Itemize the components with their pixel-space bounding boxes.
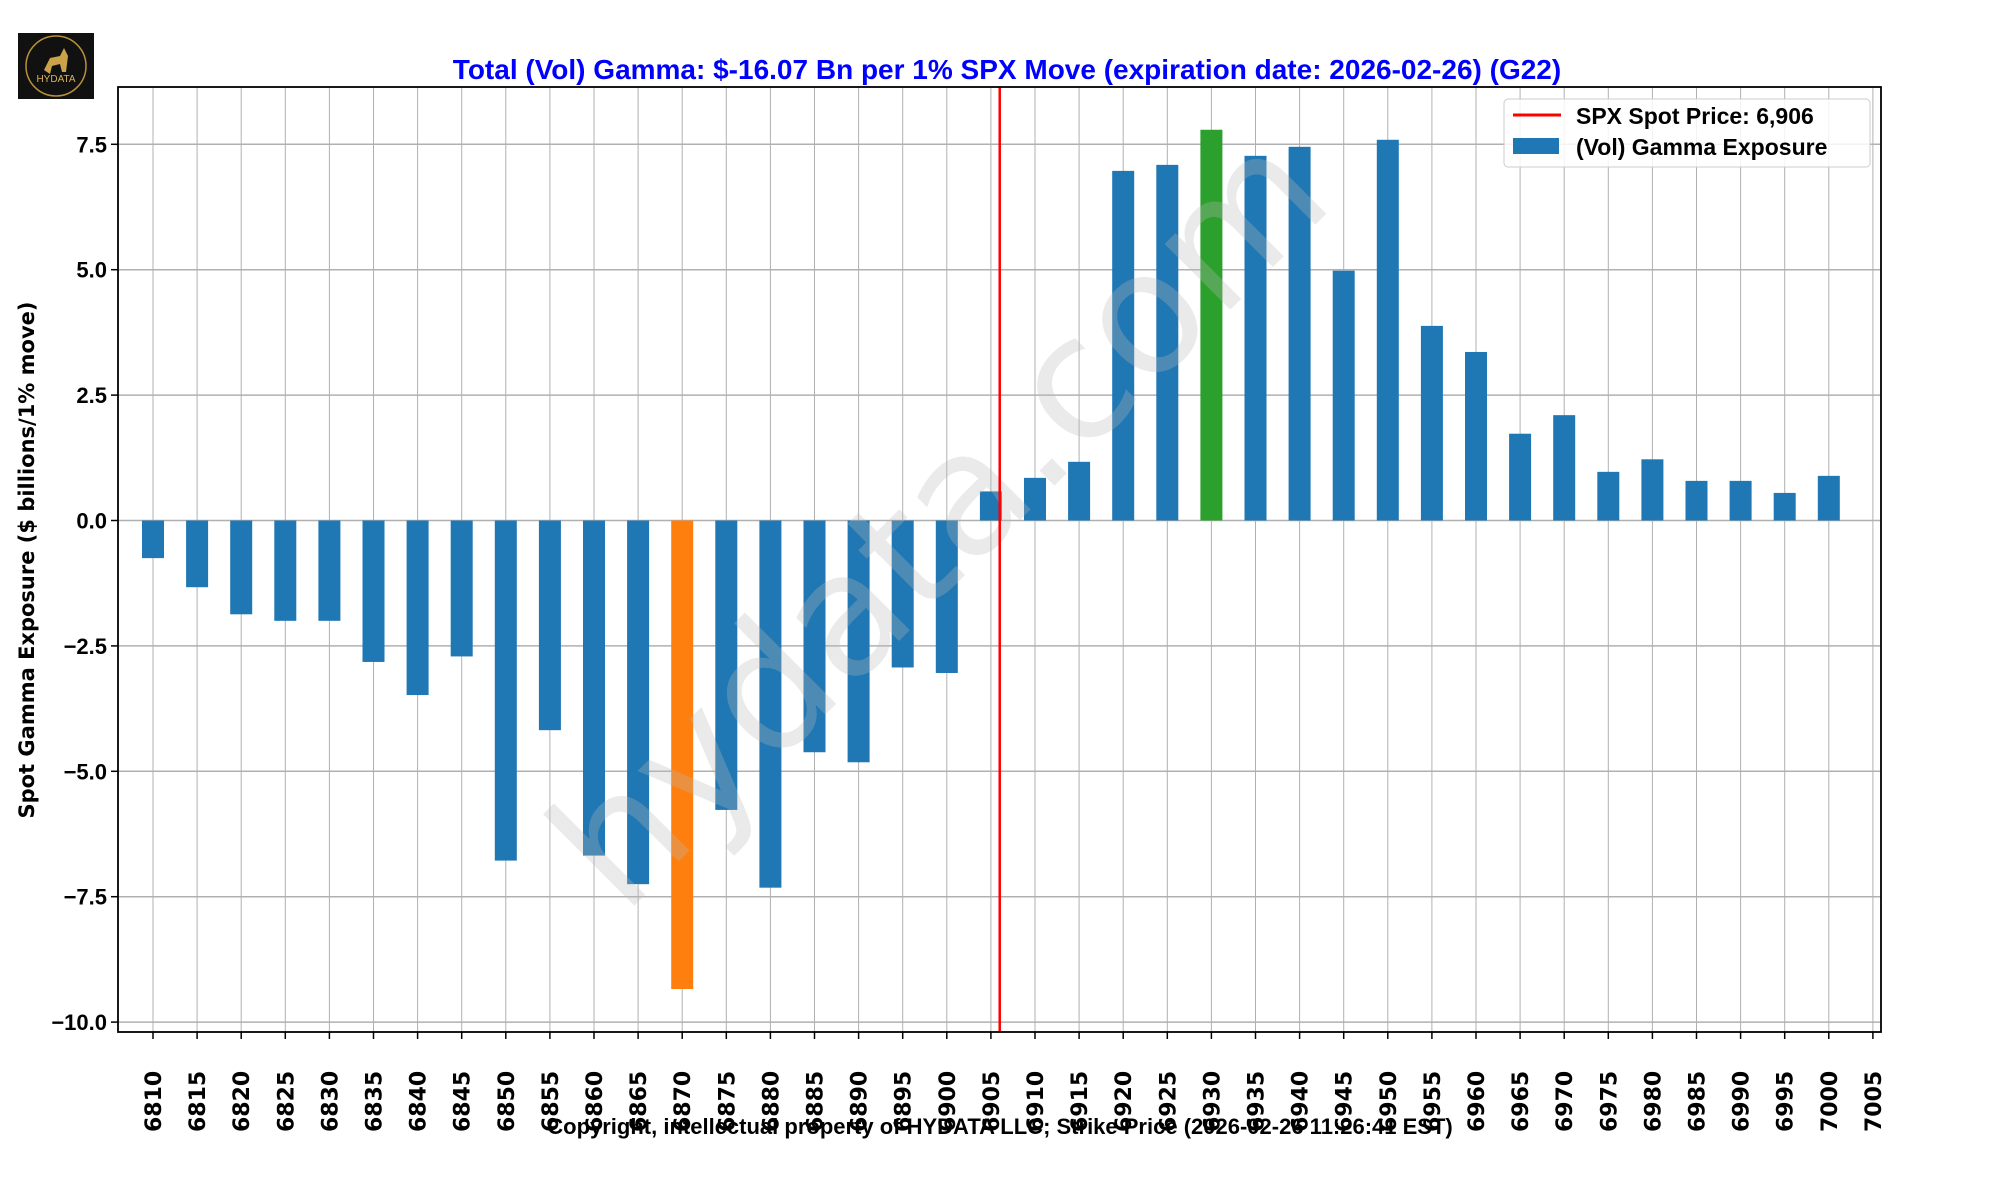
x-axis-label: Copyright, intellectual property of HYDA… <box>547 1114 1453 1139</box>
bar-6980 <box>1641 459 1664 521</box>
x-tick-label: 6965 <box>1509 1071 1534 1132</box>
bar-6900 <box>935 520 958 673</box>
x-tick-label: 6950 <box>1377 1071 1402 1132</box>
x-tick-label: 6990 <box>1730 1071 1755 1132</box>
x-tick-label: 6835 <box>363 1071 388 1132</box>
bar-6940 <box>1288 146 1311 521</box>
bar-6960 <box>1465 351 1487 521</box>
x-tick-label: 6920 <box>1112 1071 1137 1132</box>
bar-6860 <box>583 520 605 856</box>
bar-6855 <box>538 520 561 731</box>
bar-6990 <box>1729 480 1752 521</box>
x-tick-label: 7000 <box>1818 1071 1843 1132</box>
x-tick-label: 6955 <box>1421 1071 1446 1132</box>
x-tick-label: 6820 <box>230 1071 255 1132</box>
bar-6985 <box>1685 480 1708 521</box>
bar-6965 <box>1509 433 1532 521</box>
bar-6910 <box>1024 477 1046 521</box>
plot-frame <box>117 86 1882 1033</box>
bar-6820 <box>230 520 253 615</box>
y-tick-label: 7.5 <box>76 132 107 157</box>
svg-text:HYDATA: HYDATA <box>36 74 75 85</box>
x-tick-label: 6865 <box>627 1071 652 1132</box>
x-tick-label: 6975 <box>1597 1071 1622 1132</box>
x-tick-label: 6905 <box>980 1071 1005 1132</box>
watermark: hydata.com <box>512 92 1365 945</box>
x-tick-label: 6945 <box>1333 1071 1358 1132</box>
bar-6995 <box>1773 492 1796 521</box>
bar-6850 <box>494 520 517 861</box>
y-tick-label: 5.0 <box>76 258 107 283</box>
x-tick-label: 6875 <box>715 1071 740 1132</box>
x-tick-label: 6910 <box>1024 1071 1049 1132</box>
bar-6970 <box>1553 415 1576 521</box>
legend-gamma-swatch <box>1513 138 1559 154</box>
bar-6920 <box>1112 170 1135 521</box>
x-tick-label: 6850 <box>495 1071 520 1132</box>
y-tick-label: −5.0 <box>64 759 107 784</box>
bar-6885 <box>803 520 826 753</box>
y-tick-label: −7.5 <box>64 885 107 910</box>
x-tick-label: 6935 <box>1245 1071 1270 1132</box>
bar-6925 <box>1156 164 1179 521</box>
bar-6830 <box>318 520 341 621</box>
bar-6815 <box>186 520 209 588</box>
legend: SPX Spot Price: 6,906 (Vol) Gamma Exposu… <box>1503 98 1871 168</box>
bar-6875 <box>715 520 738 810</box>
x-tick-label: 6855 <box>539 1071 564 1132</box>
x-tick-label: 6985 <box>1686 1071 1711 1132</box>
x-tick-label: 6810 <box>142 1071 167 1132</box>
bar-6955 <box>1420 325 1443 521</box>
bar-6845 <box>450 520 473 657</box>
bar-6915 <box>1068 461 1091 521</box>
bar-6835 <box>362 520 385 662</box>
x-tick-label: 6825 <box>274 1071 299 1132</box>
x-tick-label: 6880 <box>759 1071 784 1132</box>
x-tick-label: 6845 <box>451 1071 476 1132</box>
y-tick-label: 0.0 <box>76 509 107 534</box>
x-tick-label: 6960 <box>1465 1071 1490 1132</box>
bar-6950 <box>1376 139 1399 521</box>
bar-6930 <box>1200 129 1223 521</box>
x-tick-label: 6860 <box>583 1071 608 1132</box>
logo: HYDATA <box>18 33 94 99</box>
bar-6975 <box>1597 471 1620 521</box>
x-tick-label: 6885 <box>804 1071 829 1132</box>
bar-6825 <box>274 520 297 621</box>
x-tick-label: 6900 <box>936 1071 961 1132</box>
x-tick-label: 6970 <box>1553 1071 1578 1132</box>
x-tick-label: 6840 <box>407 1071 432 1132</box>
x-tick-label: 6870 <box>671 1071 696 1132</box>
y-tick-label: 2.5 <box>76 383 107 408</box>
x-tick-label: 6815 <box>186 1071 211 1132</box>
y-tick-label: −2.5 <box>64 634 107 659</box>
x-tick-label: 6930 <box>1200 1071 1225 1132</box>
x-tick-label: 6925 <box>1156 1071 1181 1132</box>
bar-6890 <box>847 520 870 763</box>
chart-title: Total (Vol) Gamma: $-16.07 Bn per 1% SPX… <box>453 54 1561 85</box>
bar-6870 <box>671 520 694 989</box>
bar-6880 <box>759 520 782 888</box>
bar-6810 <box>142 520 164 559</box>
bar-6905 <box>979 491 1002 521</box>
x-tick-label: 6980 <box>1641 1071 1666 1132</box>
x-tick-label: 6895 <box>892 1071 917 1132</box>
legend-spot-label: SPX Spot Price: 6,906 <box>1576 103 1814 129</box>
bar-6865 <box>627 520 650 885</box>
bar-6935 <box>1244 155 1267 521</box>
y-axis-label: Spot Gamma Exposure ($ billions/1% move) <box>15 302 39 819</box>
x-tick-label: 7005 <box>1862 1071 1887 1132</box>
bar-6945 <box>1332 270 1355 521</box>
bar-6895 <box>891 520 914 668</box>
x-tick-label: 6940 <box>1289 1071 1314 1132</box>
bar-7000 <box>1817 475 1840 521</box>
x-tick-label: 6890 <box>848 1071 873 1132</box>
x-tick-label: 6830 <box>318 1071 343 1132</box>
bar-6840 <box>406 520 429 696</box>
x-tick-label: 6915 <box>1068 1071 1093 1132</box>
x-tick-label: 6995 <box>1774 1071 1799 1132</box>
y-tick-label: −10.0 <box>51 1010 107 1035</box>
legend-gamma-label: (Vol) Gamma Exposure <box>1576 134 1827 160</box>
